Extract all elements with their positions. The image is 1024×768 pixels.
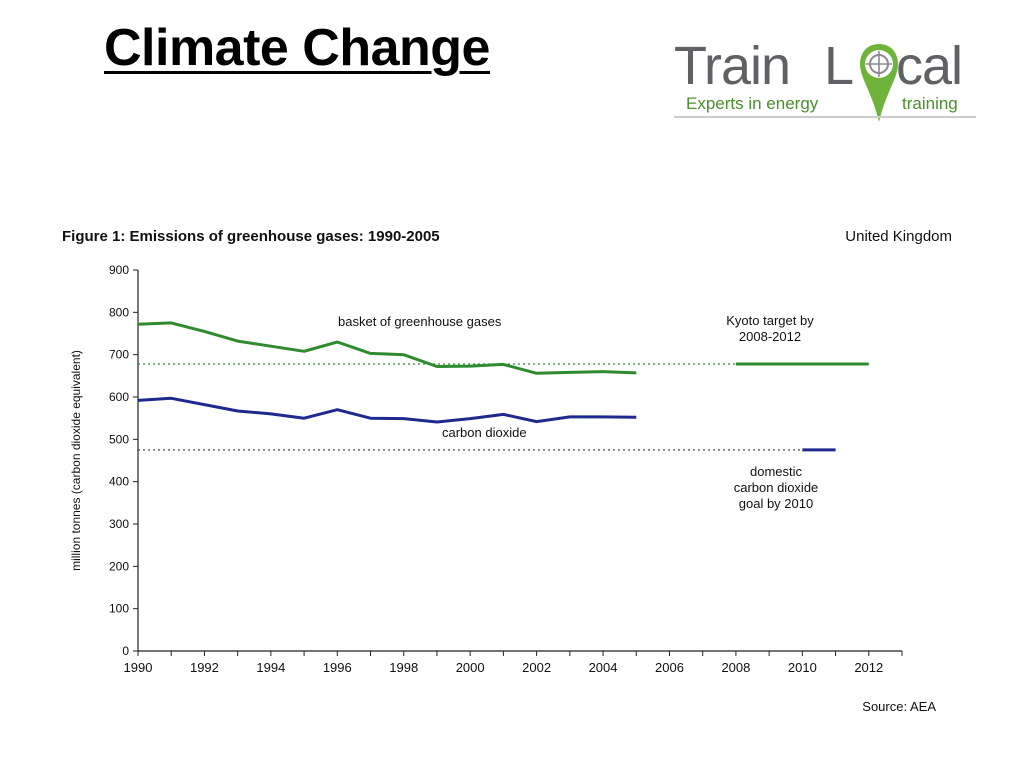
x-tick-label: 2000 (456, 660, 485, 675)
x-tick-label: 1994 (256, 660, 285, 675)
chart-region: United Kingdom (845, 228, 952, 245)
axes: 0 100 200 300 400 500 600 700 800 900 1990 1992 1994… (109, 263, 903, 675)
y-tick-label: 200 (109, 559, 129, 573)
y-tick-label: 600 (109, 390, 129, 404)
y-tick-label: 800 (109, 305, 129, 319)
x-tick-label: 2010 (788, 660, 817, 675)
chart-title: Figure 1: Emissions of greenhouse gases:… (62, 228, 440, 245)
x-tick-label: 1992 (190, 660, 219, 675)
series-line-greenhouse-gases (137, 321, 637, 375)
logo-underline (674, 116, 976, 118)
y-axis-label: million tonnes (carbon dioxide equivalen… (69, 350, 83, 571)
x-tick-label: 2008 (721, 660, 750, 675)
x-tick-label: 1996 (323, 660, 352, 675)
map-pin-icon (860, 44, 898, 122)
y-tick-label: 900 (109, 263, 129, 277)
logo-word-train: Train (674, 36, 791, 96)
x-tick-label: 2002 (522, 660, 551, 675)
logo-tagline-right: training (902, 94, 958, 113)
series-label-carbon-dioxide: carbon dioxide (442, 425, 527, 440)
series-lines (137, 321, 637, 424)
slide-title: Climate Change (104, 19, 490, 77)
reference-lines (138, 362, 869, 452)
domestic-goal-label: goal by 2010 (739, 496, 813, 511)
chart-source: Source: AEA (862, 699, 936, 714)
y-tick-label: 300 (109, 517, 129, 531)
y-tick-label: 100 (109, 602, 129, 616)
series-line-carbon-dioxide (137, 396, 637, 424)
emissions-chart: Figure 1: Emissions of greenhouse gases:… (50, 212, 970, 722)
series-label-greenhouse-gases: basket of greenhouse gases (338, 314, 502, 329)
logo-word-l: L (824, 36, 854, 96)
kyoto-target-label: 2008-2012 (739, 329, 801, 344)
domestic-goal-label: carbon dioxide (734, 480, 819, 495)
x-tick-label: 2006 (655, 660, 684, 675)
logo-word-cal: cal (896, 36, 963, 96)
trainlocal-logo: Train L cal Experts in energy training (674, 36, 976, 126)
annotations: basket of greenhouse gases carbon dioxide… (338, 313, 818, 511)
y-tick-label: 0 (122, 644, 129, 658)
x-tick-label: 2004 (589, 660, 618, 675)
x-tick-label: 1990 (124, 660, 153, 675)
logo-tagline-left: Experts in energy (686, 94, 819, 113)
y-tick-label: 400 (109, 475, 129, 489)
y-tick-label: 500 (109, 432, 129, 446)
chart-svg: Figure 1: Emissions of greenhouse gases:… (62, 228, 952, 714)
x-tick-label: 2012 (854, 660, 883, 675)
y-tick-label: 700 (109, 348, 129, 362)
kyoto-target-label: Kyoto target by (726, 313, 814, 328)
x-tick-label: 1998 (389, 660, 418, 675)
domestic-goal-label: domestic (750, 464, 803, 479)
